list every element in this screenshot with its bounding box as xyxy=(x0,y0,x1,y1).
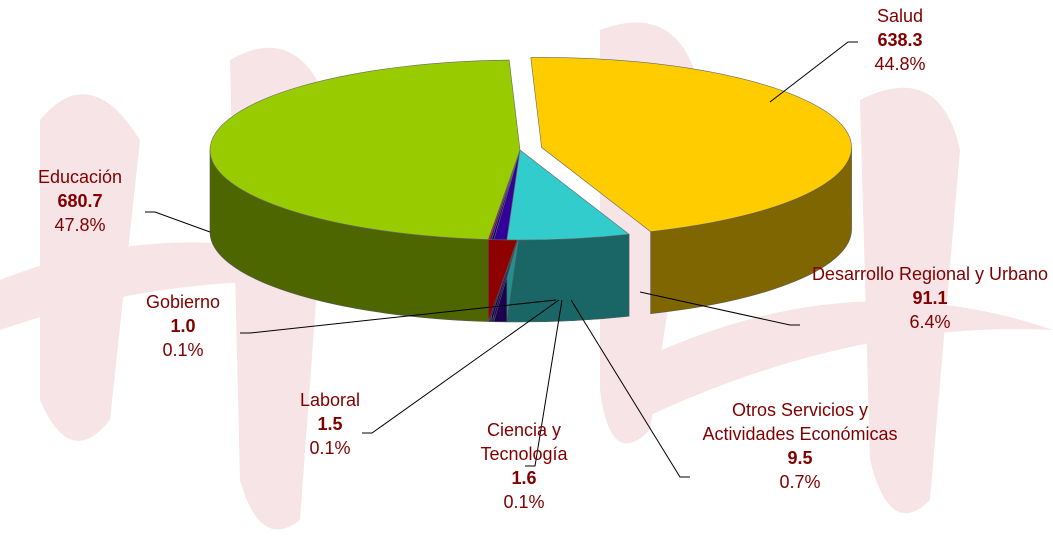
value-label: 1.6 xyxy=(511,468,537,488)
pie xyxy=(209,57,852,323)
percentage-label: 0.1% xyxy=(309,438,351,458)
data-label: Educación 680.7 47.8% xyxy=(5,165,155,237)
category-label: Desarrollo Regional y Urbano xyxy=(811,264,1049,284)
value-label: 1.0 xyxy=(170,316,196,336)
category-label: Gobierno xyxy=(145,292,221,312)
leader-line xyxy=(240,299,557,334)
value-label: 638.3 xyxy=(877,30,923,50)
leader-line xyxy=(525,299,563,467)
category-label: Educación xyxy=(37,167,123,187)
data-label: Desarrollo Regional y Urbano 91.1 6.4% xyxy=(810,262,1050,334)
leader-lines xyxy=(145,41,858,478)
percentage-label: 0.1% xyxy=(503,492,545,512)
category-label: Otros Servicios y Actividades Económicas xyxy=(702,400,898,444)
value-label: 1.5 xyxy=(317,414,343,434)
data-label: Laboral 1.5 0.1% xyxy=(270,388,390,460)
percentage-label: 44.8% xyxy=(874,54,926,74)
data-label: Ciencia y Tecnología 1.6 0.1% xyxy=(454,418,594,514)
slice xyxy=(209,59,521,240)
leader-line xyxy=(639,291,800,326)
slice xyxy=(506,149,630,241)
percentage-label: 47.8% xyxy=(54,215,106,235)
category-label: Salud xyxy=(876,6,924,26)
category-label: Ciencia y Tecnología xyxy=(480,420,568,464)
data-label: Gobierno 1.0 0.1% xyxy=(123,290,243,362)
percentage-label: 0.1% xyxy=(162,340,204,360)
leader-line xyxy=(570,299,690,478)
value-label: 9.5 xyxy=(787,448,813,468)
value-label: 91.1 xyxy=(912,288,948,308)
category-label: Laboral xyxy=(299,390,361,410)
leader-line xyxy=(362,299,560,434)
leader-line xyxy=(769,41,858,103)
data-label: Otros Servicios y Actividades Económicas… xyxy=(695,398,905,494)
leader-line xyxy=(145,211,211,233)
value-label: 680.7 xyxy=(57,191,103,211)
slice-side xyxy=(506,233,630,323)
percentage-label: 6.4% xyxy=(909,312,951,332)
data-label: Salud 638.3 44.8% xyxy=(830,4,970,76)
percentage-label: 0.7% xyxy=(779,472,821,492)
